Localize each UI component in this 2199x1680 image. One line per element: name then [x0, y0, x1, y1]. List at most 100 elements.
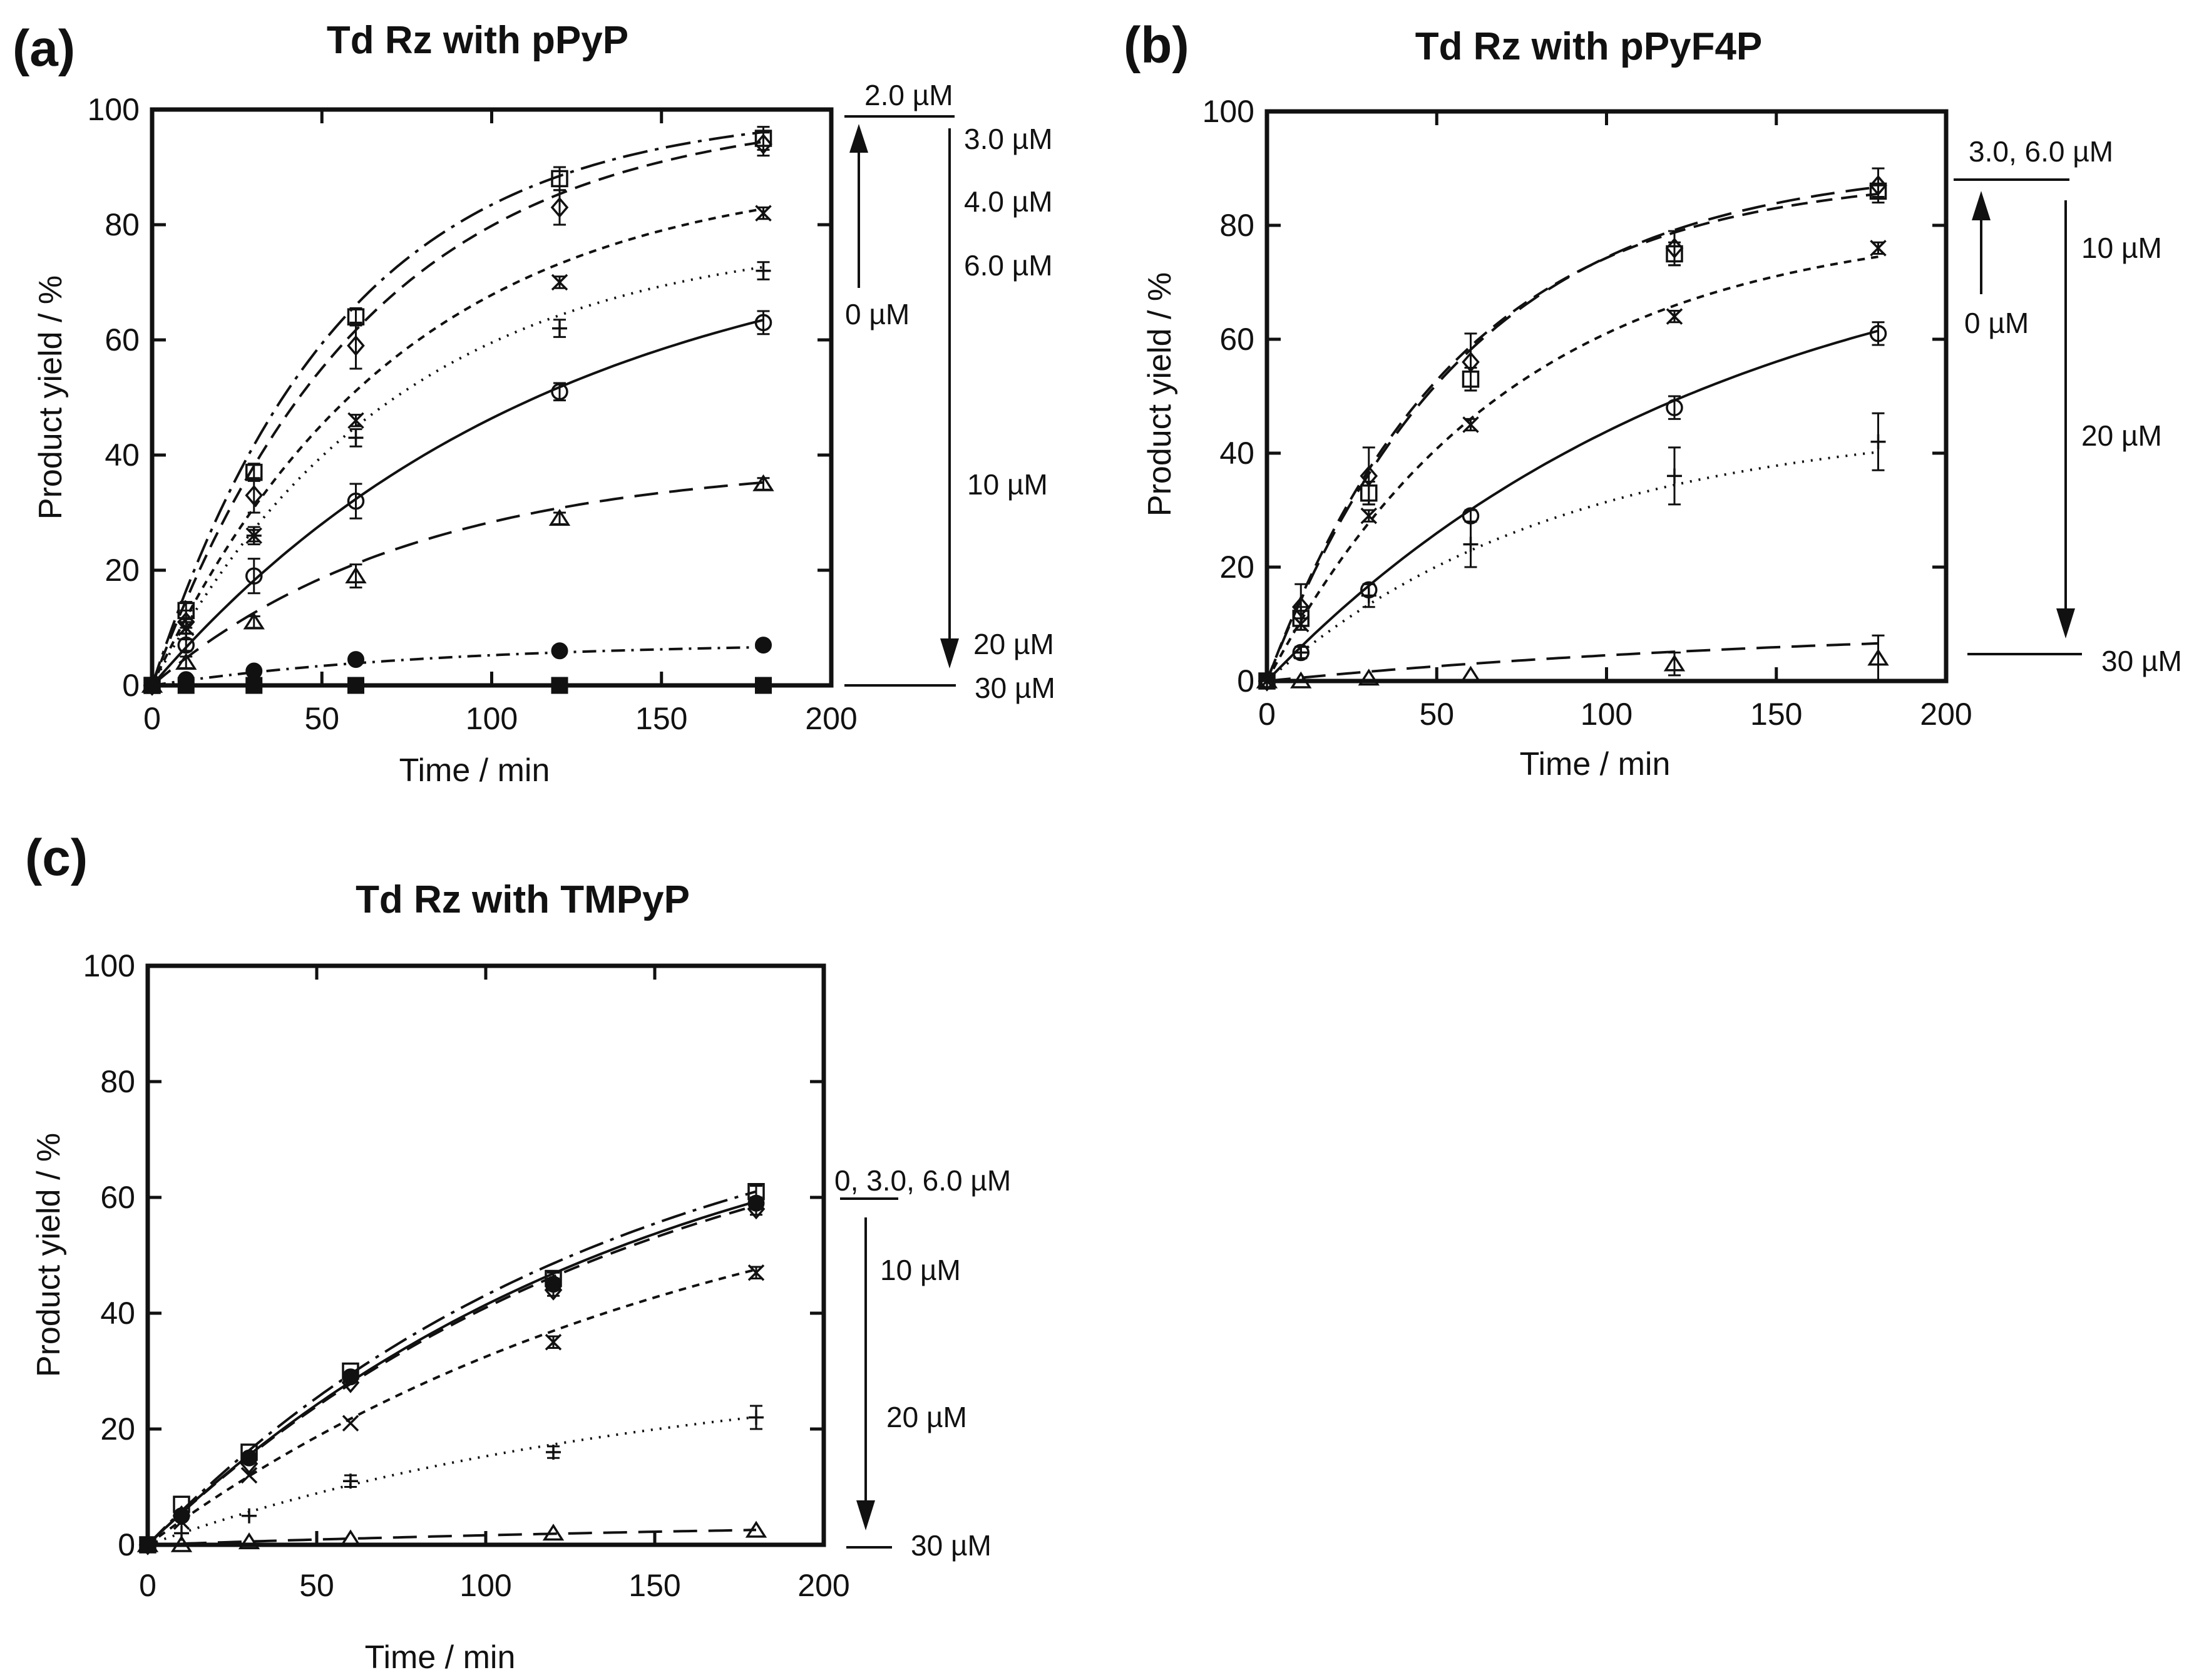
panel-b-ytick-label: 80 [1219, 208, 1254, 243]
panel-b-down-arrowhead [2056, 608, 2075, 638]
panel-c-frame [145, 963, 826, 1547]
panel-a-label-20uM: 20 µM [973, 628, 1054, 660]
panel-c-xtick-label: 200 [797, 1568, 849, 1603]
panel-b-ylabel: Product yield / % [1142, 272, 1178, 516]
panel-b-data-point [1361, 588, 1376, 603]
panel-a-data-point [752, 474, 774, 491]
panel-c-series-0-M [139, 1194, 765, 1554]
panel-b-annotation: 3.0, 6.0 µM 0 µM 10 µM 20 µM 30 µM [1954, 135, 2182, 677]
panel-a-label-3uM: 3.0 µM [964, 123, 1053, 155]
panel-b-data-point [1869, 325, 1887, 342]
panel-a-data-point [347, 412, 364, 429]
panel-c-ytick-label: 60 [100, 1180, 135, 1215]
panel-b-bottom-label: 30 µM [2101, 645, 2182, 677]
panel-a-fit-curve [151, 131, 764, 686]
panel-c-ytick-label: 20 [100, 1411, 135, 1447]
panel-a-data-point [245, 567, 263, 585]
panel-c-ylabel: Product yield / % [31, 1133, 67, 1377]
panel-a-plot-area: 0 50 100 150 200 0 20 40 60 80 100 [88, 92, 858, 736]
panel-a-frame [150, 107, 834, 688]
panel-c: (c) Td Rz with TMPyP 0 50 100 150 200 0 20 40 60… [25, 829, 1011, 1676]
panel-a-error-bar [349, 321, 362, 370]
panel-c-fit-curve [147, 1415, 757, 1546]
panel-a-top-label: 2.0 µM [864, 79, 953, 111]
panel-c-data-point [747, 1198, 766, 1220]
panel-c-xtick-label: 100 [459, 1568, 511, 1603]
panel-b-data-point [1667, 468, 1682, 484]
panel-b-data-point [1870, 240, 1887, 257]
panel-b-data-point [1462, 416, 1479, 433]
panel-a-series-2-0-M [143, 126, 772, 694]
panel-b-data-point [1358, 668, 1380, 686]
panel-a-fit-curve [151, 646, 764, 687]
panel-c-data-point [341, 1372, 360, 1393]
panel-b-label-10uM: 10 µM [2081, 232, 2162, 264]
panel-c-label-10uM: 10 µM [880, 1254, 961, 1286]
panel-b-fit-curve [1266, 451, 1879, 682]
panel-b-data-point [1869, 182, 1887, 200]
panel-b-top-label: 3.0, 6.0 µM [1969, 135, 2113, 168]
panel-c-title: Td Rz with TMPyP [356, 878, 690, 921]
panel-c-data-point [545, 1334, 562, 1351]
panel-c-fit-curve [146, 1200, 757, 1546]
panel-a-up-label: 0 µM [845, 298, 910, 330]
panel-b-series-3-0-M [1258, 167, 1887, 692]
panel-b-series-10-M [1258, 240, 1887, 690]
panel-b-fit-curve [1266, 642, 1879, 682]
panel-a-fit-curve [151, 140, 764, 686]
panel-b-data-point [1293, 645, 1309, 660]
panel-c-letter: (c) [25, 829, 88, 886]
panel-c-xtick-label: 50 [299, 1568, 334, 1603]
panel-a-data-point [347, 492, 365, 510]
panel-c-series-10-M [139, 1264, 765, 1554]
panel-b-ytick-label: 40 [1219, 436, 1254, 471]
panel-b-ytick-label: 0 [1237, 663, 1254, 699]
panel-c-down-arrowhead [856, 1500, 875, 1530]
panel-a-series-10-M [141, 474, 774, 693]
panel-a-fit-curve [151, 319, 764, 687]
panel-b: (b) Td Rz with pPyF4P 0 50 100 150 200 0 20 40 6… [1124, 17, 2182, 782]
panel-c-fit-curve [146, 1268, 757, 1546]
panel-c-data-point [173, 1513, 190, 1530]
panel-b-xtick-label: 150 [1750, 697, 1802, 732]
panel-b-up-label: 0 µM [1964, 307, 2029, 339]
panel-a-annotation: 2.0 µM 0 µM 3.0 µM 4.0 µM 6.0 µM 10 µM 2… [844, 79, 1055, 704]
panel-c-bottom-label: 30 µM [911, 1529, 992, 1562]
panel-a-ytick-label: 80 [105, 207, 140, 242]
panel-a-bottom-label: 30 µM [975, 672, 1055, 704]
panel-c-data-point [342, 1415, 359, 1432]
panel-a-xlabel: Time / min [399, 752, 550, 789]
panel-a-data-point [551, 383, 568, 401]
panel-a-xtick-label: 0 [143, 701, 161, 736]
panel-a-data-point [755, 205, 772, 222]
panel-c-ytick-label: 100 [83, 948, 135, 983]
panel-a-data-point [175, 652, 197, 670]
panel-c-data-point [542, 1524, 565, 1541]
panel-a-series-6-0-M [145, 261, 771, 693]
panel-a-xtick-label: 50 [304, 701, 339, 736]
panel-c-annotation: 0, 3.0, 6.0 µM 10 µM 20 µM 30 µM [834, 1164, 1011, 1562]
panel-b-data-point [1663, 654, 1686, 672]
panel-c-top-label: 0, 3.0, 6.0 µM [834, 1164, 1011, 1197]
panel-a-fit-curve [151, 207, 764, 686]
panel-a-data-point [552, 320, 567, 336]
panel-a-data-point [754, 133, 772, 155]
panel-b-data-point [1666, 245, 1683, 263]
panel-b-series-20-M [1259, 412, 1886, 689]
panel-a-data-point [245, 484, 264, 506]
panel-b-frame [1264, 109, 1949, 684]
panel-b-data-point [1293, 615, 1310, 633]
panel-b-data-point [1463, 536, 1479, 552]
panel-c-data-point [342, 1368, 359, 1386]
panel-b-fit-curve [1266, 255, 1879, 682]
panel-c-data-point [747, 1264, 765, 1281]
panel-a-data-point [347, 651, 364, 668]
panel-c-fit-curve [146, 1204, 757, 1546]
panel-a-xtick-label: 150 [635, 701, 687, 736]
panel-b-title: Td Rz with pPyF4P [1415, 25, 1763, 68]
panel-b-xlabel: Time / min [1520, 746, 1671, 782]
panel-a-data-point [243, 612, 265, 630]
panel-a-letter: (a) [13, 20, 75, 77]
panel-a-ytick-label: 20 [105, 553, 140, 588]
